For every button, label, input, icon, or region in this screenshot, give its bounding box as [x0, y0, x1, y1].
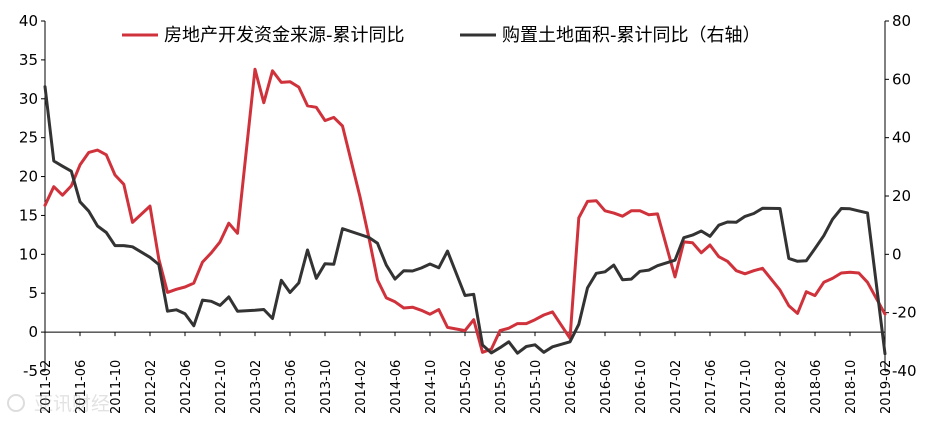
x-tick-label: 2011-06 — [74, 360, 89, 414]
x-tick-label: 2018-10 — [844, 360, 859, 414]
y-right-tick-label: 80 — [892, 12, 911, 30]
x-tick-label: 2014-02 — [354, 360, 369, 414]
y-right-tick-label: 40 — [892, 129, 911, 147]
y-right-tick-label: 0 — [892, 245, 902, 263]
x-tick-label: 2018-02 — [774, 360, 789, 414]
series-line-1 — [43, 67, 887, 354]
axes: -5 0 5 10 15 20 25 30 35 40 -40 -20 0 20 40 60 80 2011-02… — [19, 12, 917, 414]
legend-label-2: 购置土地面积-累计同比（右轴） — [502, 25, 761, 46]
y-right-tick-label: -40 — [892, 362, 917, 380]
x-tick-label: 2012-02 — [144, 360, 159, 414]
x-tick-label: 2016-02 — [564, 360, 579, 414]
y-right-tick-label: 20 — [892, 187, 911, 205]
x-tick-label: 2014-06 — [389, 360, 404, 414]
y-left-tick-label: 0 — [28, 323, 38, 341]
y-left-tick-label: 5 — [28, 284, 38, 302]
x-tick-label: 2018-06 — [809, 360, 824, 414]
x-tick-label: 2013-10 — [319, 360, 334, 414]
x-tick-label: 2014-10 — [424, 360, 439, 414]
y-left-tick-label: -5 — [23, 362, 38, 380]
x-tick-label: 2012-06 — [179, 360, 194, 414]
series-layer — [43, 67, 887, 356]
x-tick-label: 2012-10 — [214, 360, 229, 414]
y-right-tick-label: -20 — [892, 304, 917, 322]
x-tick-label: 2015-02 — [459, 360, 474, 414]
x-tick-label: 2017-02 — [669, 360, 684, 414]
x-tick-label: 2013-02 — [249, 360, 264, 414]
y-left-tick-label: 35 — [19, 51, 38, 69]
x-tick-label: 2011-02 — [39, 360, 54, 414]
legend-label-1: 房地产开发资金来源-累计同比 — [164, 25, 405, 46]
x-tick-label: 2015-06 — [494, 360, 509, 414]
x-tick-label: 2015-10 — [529, 360, 544, 414]
y-left-tick-label: 30 — [19, 90, 38, 108]
x-tick-label: 2019-02 — [879, 360, 894, 414]
y-left-tick-label: 15 — [19, 206, 38, 224]
x-tick-label: 2017-10 — [739, 360, 754, 414]
y-left-tick-label: 10 — [19, 245, 38, 263]
y-right-tick-label: 60 — [892, 70, 911, 88]
x-tick-label: 2016-06 — [599, 360, 614, 414]
x-tick-label: 2011-10 — [109, 360, 124, 414]
series-line-2 — [43, 85, 887, 356]
y-left-tick-label: 25 — [19, 129, 38, 147]
x-tick-label: 2016-10 — [634, 360, 649, 414]
watermark-logo-icon — [7, 394, 25, 412]
legend: 房地产开发资金来源-累计同比 购置土地面积-累计同比（右轴） — [122, 25, 761, 46]
y-left-tick-label: 20 — [19, 168, 38, 186]
x-tick-label: 2017-06 — [704, 360, 719, 414]
watermark: 亚讯财经 — [7, 393, 110, 415]
y-left-tick-label: 40 — [19, 12, 38, 30]
watermark-text: 亚讯财经 — [34, 393, 110, 415]
x-tick-label: 2013-06 — [284, 360, 299, 414]
